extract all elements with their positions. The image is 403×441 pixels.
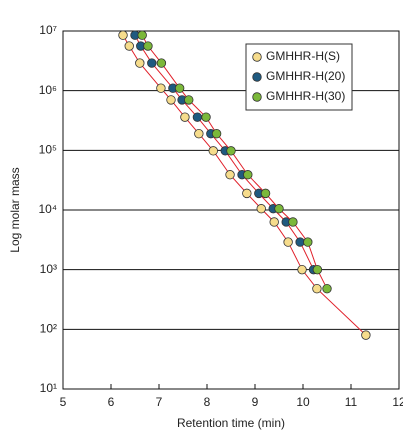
y-axis-label: Log molar mass [8,167,22,252]
data-point [135,58,145,68]
data-point [256,204,266,214]
y-tick-label: 10⁵ [39,143,57,157]
x-tick-label: 5 [60,395,67,409]
data-point [303,237,313,247]
data-point [312,283,322,294]
data-point [322,283,332,294]
legend-marker [252,72,262,82]
legend-label: GMHHR-H(30) [266,89,345,103]
data-point [143,41,153,51]
data-point [174,83,185,93]
legend-label: GMHHR-H(S) [266,49,340,63]
data-point [118,30,128,40]
data-point [297,264,307,275]
data-point [288,217,298,227]
data-point [208,146,218,156]
x-tick-label: 8 [204,395,211,409]
data-point [226,146,236,156]
data-point [156,83,166,93]
y-tick-label: 10³ [40,262,57,276]
plot-frame [62,30,400,390]
x-tick-label: 10 [296,395,310,409]
legend-box [245,43,353,111]
data-point [194,129,204,139]
data-point [361,330,371,340]
data-point [225,170,235,180]
data-point [274,204,284,214]
data-point [156,58,167,68]
series-line [122,34,367,336]
data-point [137,30,147,40]
legend-marker [252,52,262,62]
data-point [192,112,203,122]
data-point [260,188,271,199]
legend-label: GMHHR-H(20) [266,69,345,83]
legend-marker [252,92,262,102]
data-point [166,95,176,105]
legend: GMHHR-H(S) GMHHR-H(20) GMHHR-H(30) [245,43,353,111]
data-point [201,112,211,122]
x-tick-label: 11 [345,395,358,409]
data-point [184,95,194,105]
y-tick-label: 10⁷ [39,23,57,37]
data-point [269,217,279,227]
x-tick-label: 9 [252,395,259,409]
data-point [283,237,293,247]
data-point [147,58,157,68]
data-point [211,129,222,139]
data-point [242,188,252,199]
x-tick-label: 7 [156,395,163,409]
y-tick-label: 10¹ [40,381,57,395]
data-point [243,170,253,180]
data-point [180,112,190,122]
y-tick-label: 10² [40,322,57,336]
data-point [124,41,134,51]
y-tick-label: 10⁴ [38,202,57,216]
x-tick-label: 12 [392,395,403,409]
x-axis-label: Retention time (min) [177,416,285,430]
x-tick-label: 6 [108,395,115,409]
y-tick-label: 10⁶ [39,83,57,97]
data-point [312,264,323,275]
